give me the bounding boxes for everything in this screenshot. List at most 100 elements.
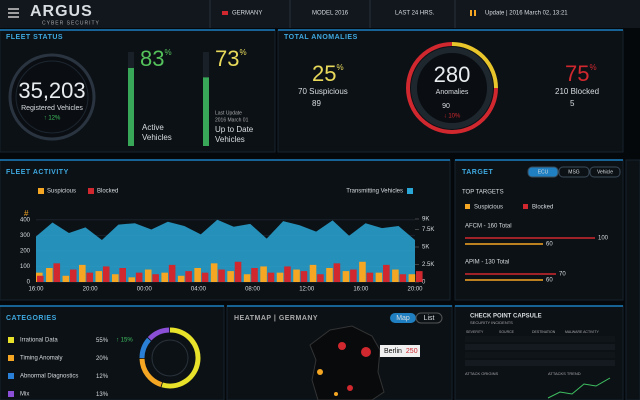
category-value: 55% bbox=[96, 338, 109, 344]
tab[interactable] bbox=[527, 166, 559, 178]
target-label: AFCM - 160 Total bbox=[465, 224, 512, 230]
donut-arc bbox=[161, 327, 201, 389]
bar bbox=[177, 275, 185, 282]
period-select[interactable]: LAST 24 HRS. bbox=[395, 11, 435, 17]
target-label: APIM - 130 Total bbox=[465, 260, 509, 266]
category-label: Abnormal Diagnostics bbox=[20, 374, 78, 380]
panel-title: TARGET bbox=[462, 169, 493, 176]
bar bbox=[234, 261, 242, 282]
swatch bbox=[8, 373, 14, 379]
target-panel bbox=[454, 159, 624, 301]
region-select[interactable]: GERMANY bbox=[232, 11, 262, 17]
target-value: 60 bbox=[546, 278, 553, 284]
ring-blocked bbox=[406, 42, 498, 134]
bar bbox=[333, 263, 341, 282]
bar bbox=[375, 272, 383, 282]
active-label: Vehicles bbox=[142, 133, 172, 142]
tab[interactable] bbox=[589, 166, 621, 178]
tab-active[interactable] bbox=[390, 313, 416, 323]
column-header: SOURCE bbox=[499, 330, 515, 334]
tab[interactable]: Map bbox=[396, 315, 410, 322]
uptodate-label: Up to Date bbox=[215, 125, 254, 134]
tab-label: MSG bbox=[568, 169, 580, 175]
anomalies-change: ↓ 10% bbox=[444, 114, 461, 120]
bar bbox=[359, 261, 366, 282]
legend-label: Suspicious bbox=[474, 205, 503, 211]
bar bbox=[119, 268, 126, 282]
target-value: 100 bbox=[598, 236, 609, 242]
legend-label: Suspicious bbox=[47, 189, 76, 195]
donut-arc bbox=[139, 358, 163, 388]
gauge-fill bbox=[128, 67, 134, 146]
menu-icon[interactable] bbox=[8, 8, 19, 18]
checkpoint-title: CHECK POINT CAPSULE bbox=[470, 314, 542, 320]
bar bbox=[267, 272, 275, 282]
ring bbox=[8, 53, 96, 141]
bar bbox=[144, 269, 152, 282]
legend-swatch bbox=[407, 188, 413, 194]
bar bbox=[309, 264, 317, 282]
blocked-label: 210 Blocked bbox=[555, 87, 599, 96]
suspicious-count: 89 bbox=[312, 99, 321, 108]
blocked-pct: 75% bbox=[565, 61, 597, 86]
tab[interactable] bbox=[558, 166, 590, 178]
category-value: 12% bbox=[96, 374, 109, 380]
bar bbox=[53, 263, 61, 282]
bar bbox=[399, 274, 407, 282]
y-tick-label: 100 bbox=[20, 264, 31, 270]
bar bbox=[243, 274, 251, 282]
column-header: DESTINATION bbox=[532, 330, 556, 334]
y-tick-label: 200 bbox=[20, 248, 31, 254]
bar bbox=[128, 277, 136, 282]
donut-inner bbox=[151, 339, 189, 377]
anomalies-count: 90 bbox=[442, 103, 450, 110]
bar bbox=[95, 271, 103, 282]
active-value: 83% bbox=[140, 46, 172, 71]
panel-title: FLEET STATUS bbox=[6, 34, 63, 41]
suspicious-pct: 25% bbox=[312, 61, 344, 86]
category-label: Timing Anomaly bbox=[20, 356, 62, 362]
y2-tick-label: 2.5K bbox=[422, 262, 434, 268]
blocked-count: 5 bbox=[570, 99, 575, 108]
bar bbox=[227, 271, 234, 282]
active-label: Active bbox=[142, 123, 164, 132]
bar bbox=[317, 274, 324, 282]
model-select[interactable]: MODEL 2016 bbox=[312, 11, 349, 17]
gauge-fill bbox=[203, 77, 209, 146]
bar bbox=[210, 263, 218, 282]
city-marker[interactable] bbox=[361, 347, 371, 357]
legend-swatch bbox=[465, 204, 470, 209]
registered-change: ↑ 12% bbox=[44, 116, 61, 122]
update-time: Update | 2016 March 02, 13:21 bbox=[485, 11, 568, 17]
logo: ARGUS bbox=[30, 3, 93, 20]
bar bbox=[260, 266, 267, 282]
bar bbox=[326, 268, 333, 282]
bar bbox=[62, 275, 70, 282]
y-tick-label: 0 bbox=[27, 280, 31, 286]
column-header: MALWARE ACTIVITY bbox=[565, 330, 600, 334]
tab[interactable]: List bbox=[424, 315, 435, 322]
bar bbox=[111, 274, 119, 282]
column-header: SEVERITY bbox=[466, 330, 484, 334]
attacks-trend: ATTACKS TREND bbox=[548, 371, 581, 376]
bar bbox=[46, 268, 53, 282]
ring-suspicious bbox=[451, 42, 498, 89]
tab[interactable] bbox=[415, 312, 443, 324]
y2-tick-label: 9K bbox=[422, 217, 429, 223]
bar bbox=[350, 269, 357, 282]
category-value: 20% bbox=[96, 356, 109, 362]
area bbox=[36, 219, 415, 282]
bar bbox=[152, 274, 159, 282]
target-value: 60 bbox=[546, 242, 553, 248]
y-tick-label: 400 bbox=[20, 217, 31, 223]
legend-label: Transmitting Vehicles bbox=[346, 189, 403, 195]
last-update: Last Update bbox=[215, 110, 242, 116]
category-label: Irrational Data bbox=[20, 338, 58, 344]
x-tick-label: 04:00 bbox=[191, 287, 207, 293]
bar bbox=[79, 264, 86, 282]
uptodate-value: 73% bbox=[215, 46, 247, 71]
panel-title: FLEET ACTIVITY bbox=[6, 169, 69, 176]
swatch bbox=[8, 337, 14, 343]
registered-count: 35,203 bbox=[18, 78, 85, 103]
